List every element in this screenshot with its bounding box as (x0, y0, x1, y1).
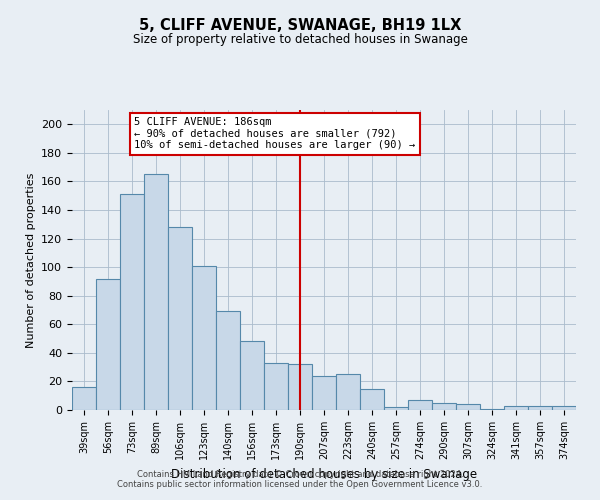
Bar (336, 374, 360, 410)
Bar (168, 227, 192, 410)
Bar (408, 400, 432, 410)
Bar (288, 364, 312, 410)
Bar (456, 404, 480, 410)
Bar (144, 174, 168, 410)
Text: 5 CLIFF AVENUE: 186sqm
← 90% of detached houses are smaller (792)
10% of semi-de: 5 CLIFF AVENUE: 186sqm ← 90% of detached… (134, 117, 416, 150)
Bar (264, 363, 288, 410)
Bar (432, 403, 456, 410)
Bar (240, 342, 264, 410)
Bar (528, 406, 552, 410)
X-axis label: Distribution of detached houses by size in Swanage: Distribution of detached houses by size … (171, 468, 477, 480)
Bar (216, 312, 240, 410)
Bar (192, 266, 216, 410)
Bar (312, 376, 336, 410)
Bar (72, 387, 96, 410)
Bar (360, 388, 384, 410)
Y-axis label: Number of detached properties: Number of detached properties (26, 172, 35, 348)
Bar (384, 407, 408, 410)
Bar (96, 278, 120, 410)
Text: Contains HM Land Registry data © Crown copyright and database right 2024.: Contains HM Land Registry data © Crown c… (137, 470, 463, 479)
Bar (480, 408, 504, 410)
Bar (504, 406, 528, 410)
Bar (552, 406, 576, 410)
Text: Contains public sector information licensed under the Open Government Licence v3: Contains public sector information licen… (118, 480, 482, 489)
Text: 5, CLIFF AVENUE, SWANAGE, BH19 1LX: 5, CLIFF AVENUE, SWANAGE, BH19 1LX (139, 18, 461, 32)
Text: Size of property relative to detached houses in Swanage: Size of property relative to detached ho… (133, 32, 467, 46)
Bar (120, 194, 144, 410)
